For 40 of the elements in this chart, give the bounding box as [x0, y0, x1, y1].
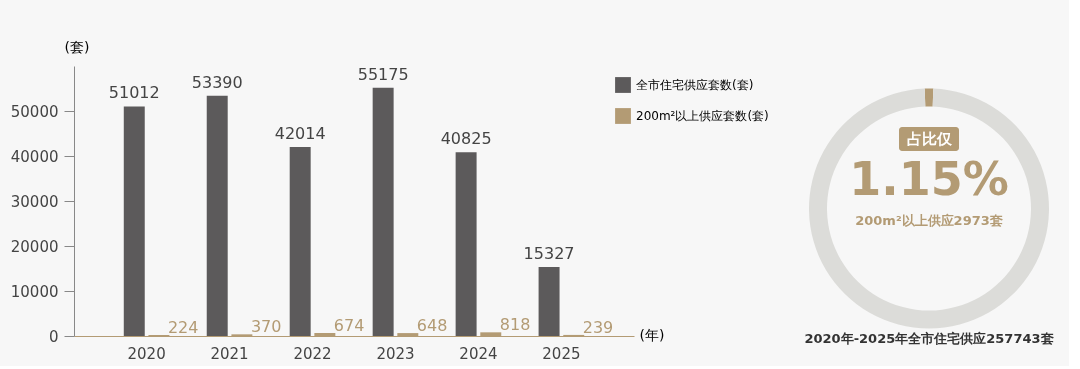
- bar: [372, 87, 394, 336]
- data-label: 53390: [191, 72, 243, 92]
- bar: [289, 146, 311, 336]
- text: 200m²以上供应2973套: [855, 213, 1003, 228]
- legend-label: 200m²以上供应套数(套): [636, 109, 769, 123]
- y-tick-label: 40000: [10, 147, 59, 166]
- data-label: 648: [416, 316, 448, 336]
- y-axis-title: (套): [64, 38, 90, 55]
- data-label: 239: [582, 317, 614, 337]
- text: 占比仅: [906, 130, 953, 148]
- bar: [455, 152, 477, 336]
- bar: [538, 267, 560, 336]
- x-tick-label: 2020: [127, 344, 166, 363]
- x-tick-label: 2025: [542, 344, 581, 363]
- data-label: 40825: [440, 129, 492, 149]
- data-label: 55175: [357, 64, 409, 84]
- y-tick-label: 0: [48, 327, 59, 346]
- x-tick-label: 2023: [376, 344, 415, 363]
- x-axis-title: (年): [639, 326, 665, 343]
- y-tick-label: 20000: [10, 237, 59, 256]
- y-tick-label: 30000: [10, 192, 59, 211]
- bar: [123, 106, 145, 336]
- x-tick-label: 2022: [293, 344, 332, 363]
- data-label: 42014: [274, 123, 326, 143]
- data-label: 818: [499, 315, 531, 335]
- data-label: 674: [333, 315, 365, 335]
- x-tick-label: 2024: [459, 344, 498, 363]
- donut-slice: [924, 88, 934, 107]
- legend-label: 全市住宅供应套数(套): [636, 78, 754, 92]
- bar: [206, 95, 228, 336]
- x-tick-label: 2021: [210, 344, 249, 363]
- data-label: 51012: [108, 83, 160, 103]
- data-label: 15327: [523, 244, 575, 264]
- text: 1.15%: [849, 152, 1009, 206]
- text: 2020年-2025年全市住宅供应257743套: [804, 331, 1054, 346]
- data-label: 370: [250, 317, 282, 337]
- y-tick-label: 10000: [10, 282, 59, 301]
- y-tick-label: 50000: [10, 102, 59, 121]
- donut-slice: [809, 88, 1049, 329]
- data-label: 224: [167, 317, 199, 337]
